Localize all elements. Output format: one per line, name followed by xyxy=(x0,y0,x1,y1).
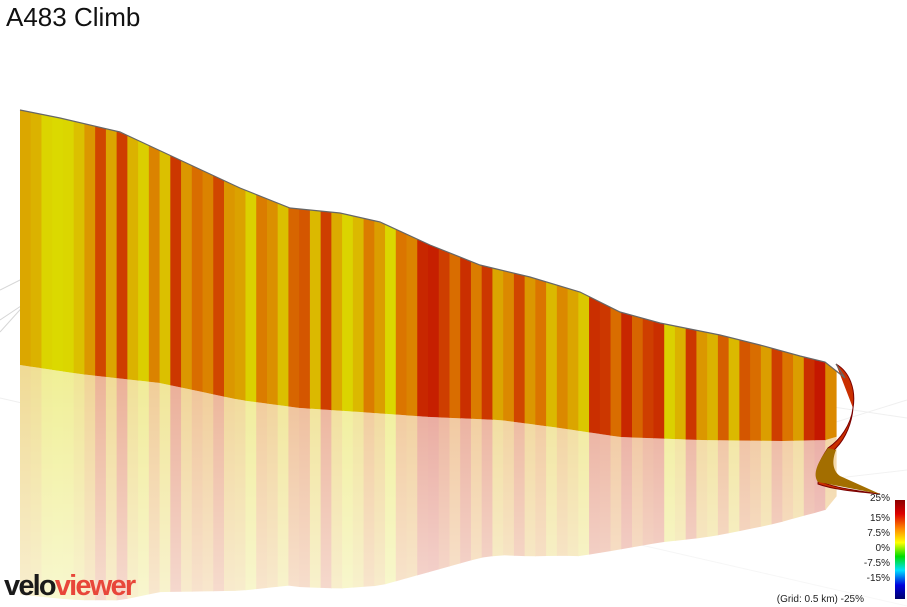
grade-segment xyxy=(234,185,247,401)
grade-segment xyxy=(578,291,590,433)
grade-segment xyxy=(803,356,816,441)
grade-segment xyxy=(62,118,75,374)
legend-min-label: -25% xyxy=(840,594,864,605)
grade-segment xyxy=(782,351,794,441)
grade-segment xyxy=(793,354,805,441)
grid-note: (Grid: 0.5 km) -25% xyxy=(777,594,864,605)
grade-segment xyxy=(428,244,440,418)
legend-tick-25: 25% xyxy=(869,493,890,504)
grade-segment xyxy=(245,190,257,403)
logo-velo-text: velo xyxy=(4,570,57,602)
legend-tick-0: 0% xyxy=(875,543,890,554)
grade-segment xyxy=(535,278,547,427)
profile-top-edge xyxy=(19,109,846,379)
grade-segment xyxy=(470,261,483,420)
grade-segment xyxy=(148,145,161,384)
profile-wall xyxy=(20,110,837,441)
grade-segment xyxy=(610,307,622,438)
grid-spacing-label: (Grid: 0.5 km) xyxy=(776,594,838,605)
grade-segment xyxy=(288,207,300,408)
grade-segment xyxy=(771,348,783,441)
grade-segment xyxy=(385,224,397,415)
legend-tick-minus-15: -15% xyxy=(866,573,890,584)
grade-segment xyxy=(20,110,32,367)
grade-segment xyxy=(95,126,107,377)
grade-segment xyxy=(717,334,730,441)
grade-segment xyxy=(202,170,214,395)
grade-segment xyxy=(642,318,655,439)
veloviewer-logo[interactable]: veloviewer xyxy=(4,570,136,603)
grade-segment xyxy=(127,135,139,381)
legend-color-bar xyxy=(895,500,905,599)
grade-segment xyxy=(760,345,773,441)
profile-end-curve-shadow xyxy=(815,448,880,494)
grade-segment xyxy=(674,325,687,440)
grade-segment xyxy=(73,121,86,375)
grade-segment xyxy=(406,234,418,417)
grade-segment xyxy=(653,321,665,439)
grade-segment xyxy=(696,330,708,441)
grade-segment xyxy=(320,211,332,411)
legend-tick-minus-7-5: -7.5% xyxy=(863,558,890,569)
grade-segment xyxy=(224,180,236,400)
grade-segment xyxy=(599,301,612,436)
grade-segment xyxy=(513,273,526,424)
grade-segment xyxy=(105,128,118,379)
grade-segment xyxy=(342,213,354,412)
grade-segment xyxy=(481,265,494,420)
grade-segment xyxy=(138,140,150,382)
grade-segment xyxy=(739,339,751,441)
grade-segment xyxy=(181,160,193,390)
legend-tick-15: 15% xyxy=(869,513,890,524)
grade-segment xyxy=(395,229,408,416)
grade-segment xyxy=(299,208,311,409)
grade-segment xyxy=(567,288,579,431)
grade-segment xyxy=(84,123,96,376)
grade-segment xyxy=(309,209,322,410)
grade-segment xyxy=(363,218,375,414)
logo-viewer-text: viewer xyxy=(54,570,136,602)
grade-segment xyxy=(352,215,365,413)
gradient-legend: 25% 15% 7.5% 0% -7.5% -15% xyxy=(820,492,907,604)
grade-segment xyxy=(750,342,762,441)
grade-segment xyxy=(417,239,429,417)
grade-segment xyxy=(524,275,536,425)
grade-segment xyxy=(191,165,204,393)
grade-segment xyxy=(374,220,386,414)
chart-title: A483 Climb xyxy=(6,2,141,32)
grade-segment xyxy=(707,332,719,441)
grade-segment xyxy=(814,359,826,441)
grade-segment xyxy=(277,203,290,407)
grade-segment xyxy=(256,194,268,404)
legend-tick-7-5: 7.5% xyxy=(867,528,890,539)
grade-segment xyxy=(460,257,472,419)
grade-segment xyxy=(546,281,558,428)
grade-segment xyxy=(266,198,279,406)
grade-segment xyxy=(116,131,128,380)
grade-segment xyxy=(556,285,569,430)
grade-segment xyxy=(30,112,43,369)
grade-segment xyxy=(825,362,837,441)
grade-segment xyxy=(449,252,461,419)
grade-segment xyxy=(664,323,676,440)
grade-segment xyxy=(589,296,601,435)
grade-segment xyxy=(632,315,644,438)
profile-end-curve xyxy=(815,363,881,495)
grade-segment xyxy=(503,270,515,422)
grade-segment xyxy=(159,150,171,386)
grade-segment xyxy=(213,175,225,397)
grade-segment xyxy=(621,312,633,438)
grade-segment xyxy=(728,337,740,441)
grade-segment xyxy=(331,212,343,411)
grade-segment xyxy=(41,114,53,370)
grade-segment xyxy=(170,155,182,388)
grade-segment xyxy=(492,267,504,421)
grade-segment xyxy=(438,248,451,418)
grade-segment xyxy=(685,328,698,440)
grade-segment xyxy=(52,116,64,372)
